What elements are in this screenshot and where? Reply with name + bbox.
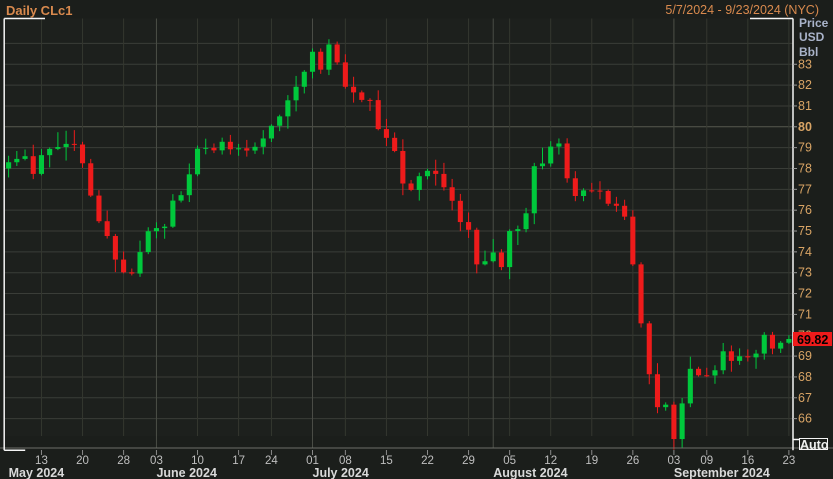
svg-text:August 2024: August 2024	[493, 466, 567, 479]
svg-text:77: 77	[798, 182, 812, 196]
svg-text:80: 80	[798, 120, 812, 134]
svg-text:69: 69	[798, 349, 812, 363]
svg-text:May 2024: May 2024	[9, 466, 65, 479]
svg-text:79: 79	[798, 141, 812, 155]
svg-text:23: 23	[782, 455, 795, 467]
svg-text:29: 29	[462, 455, 475, 467]
svg-text:82: 82	[798, 78, 812, 92]
svg-text:68: 68	[798, 370, 812, 384]
svg-text:81: 81	[798, 99, 812, 113]
svg-text:73: 73	[798, 266, 812, 280]
svg-text:72: 72	[798, 287, 812, 301]
svg-text:20: 20	[76, 455, 89, 467]
svg-text:19: 19	[585, 455, 598, 467]
svg-text:67: 67	[798, 391, 812, 405]
svg-text:September 2024: September 2024	[674, 466, 770, 479]
svg-text:22: 22	[421, 455, 434, 467]
svg-text:76: 76	[798, 203, 812, 217]
svg-text:83: 83	[798, 57, 812, 71]
svg-text:July 2024: July 2024	[313, 466, 369, 479]
svg-text:15: 15	[380, 455, 393, 467]
svg-text:28: 28	[117, 455, 130, 467]
svg-text:June 2024: June 2024	[156, 466, 217, 479]
svg-text:75: 75	[798, 224, 812, 238]
svg-text:26: 26	[626, 455, 639, 467]
svg-text:66: 66	[798, 412, 812, 426]
svg-text:24: 24	[265, 455, 278, 467]
svg-text:71: 71	[798, 307, 812, 321]
svg-text:17: 17	[232, 455, 245, 467]
svg-text:78: 78	[798, 161, 812, 175]
svg-text:74: 74	[798, 245, 812, 259]
